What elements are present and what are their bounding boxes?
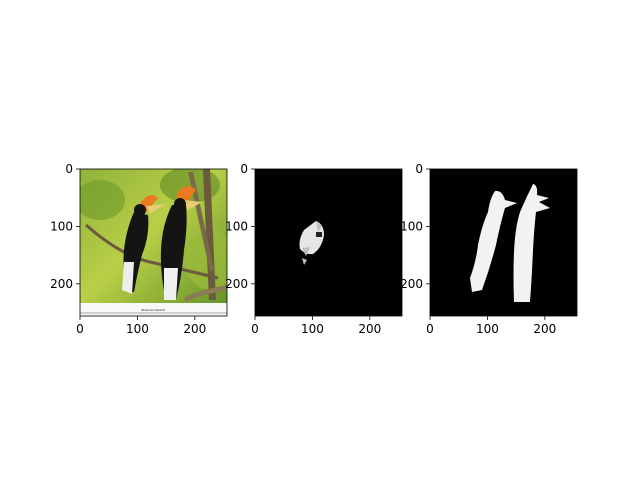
x-tick-label: 200 xyxy=(358,322,381,336)
y-tick-label: 0 xyxy=(240,162,248,176)
x-tick-label: 0 xyxy=(76,322,84,336)
y-tick-label: 0 xyxy=(65,162,73,176)
x-tick-label: 200 xyxy=(533,322,556,336)
subplot-mask-2: 0 100 200 0 100 200 xyxy=(400,162,577,336)
x-tick-label: 0 xyxy=(251,322,259,336)
subplot-photo: Shannon Sinhill 0 100 200 0 100 200 xyxy=(50,162,235,336)
mask-image-1 xyxy=(255,169,402,316)
y-tick-label: 0 xyxy=(415,162,423,176)
y-tick-label: 200 xyxy=(50,277,73,291)
x-tick-label: 0 xyxy=(426,322,434,336)
x-tick-label: 100 xyxy=(476,322,499,336)
mask-image-2 xyxy=(430,169,577,316)
photo-image xyxy=(75,167,235,316)
y-tick-label: 100 xyxy=(400,219,423,233)
y-tick-label: 100 xyxy=(50,219,73,233)
photo-caption: Shannon Sinhill xyxy=(141,308,164,312)
y-tick-label: 200 xyxy=(400,277,423,291)
subplot-mask-1: 0 100 200 0 100 200 xyxy=(225,162,402,336)
x-tick-label: 100 xyxy=(301,322,324,336)
x-tick-label: 200 xyxy=(183,322,206,336)
y-tick-label: 200 xyxy=(225,277,248,291)
y-tick-label: 100 xyxy=(225,219,248,233)
x-tick-label: 100 xyxy=(126,322,149,336)
